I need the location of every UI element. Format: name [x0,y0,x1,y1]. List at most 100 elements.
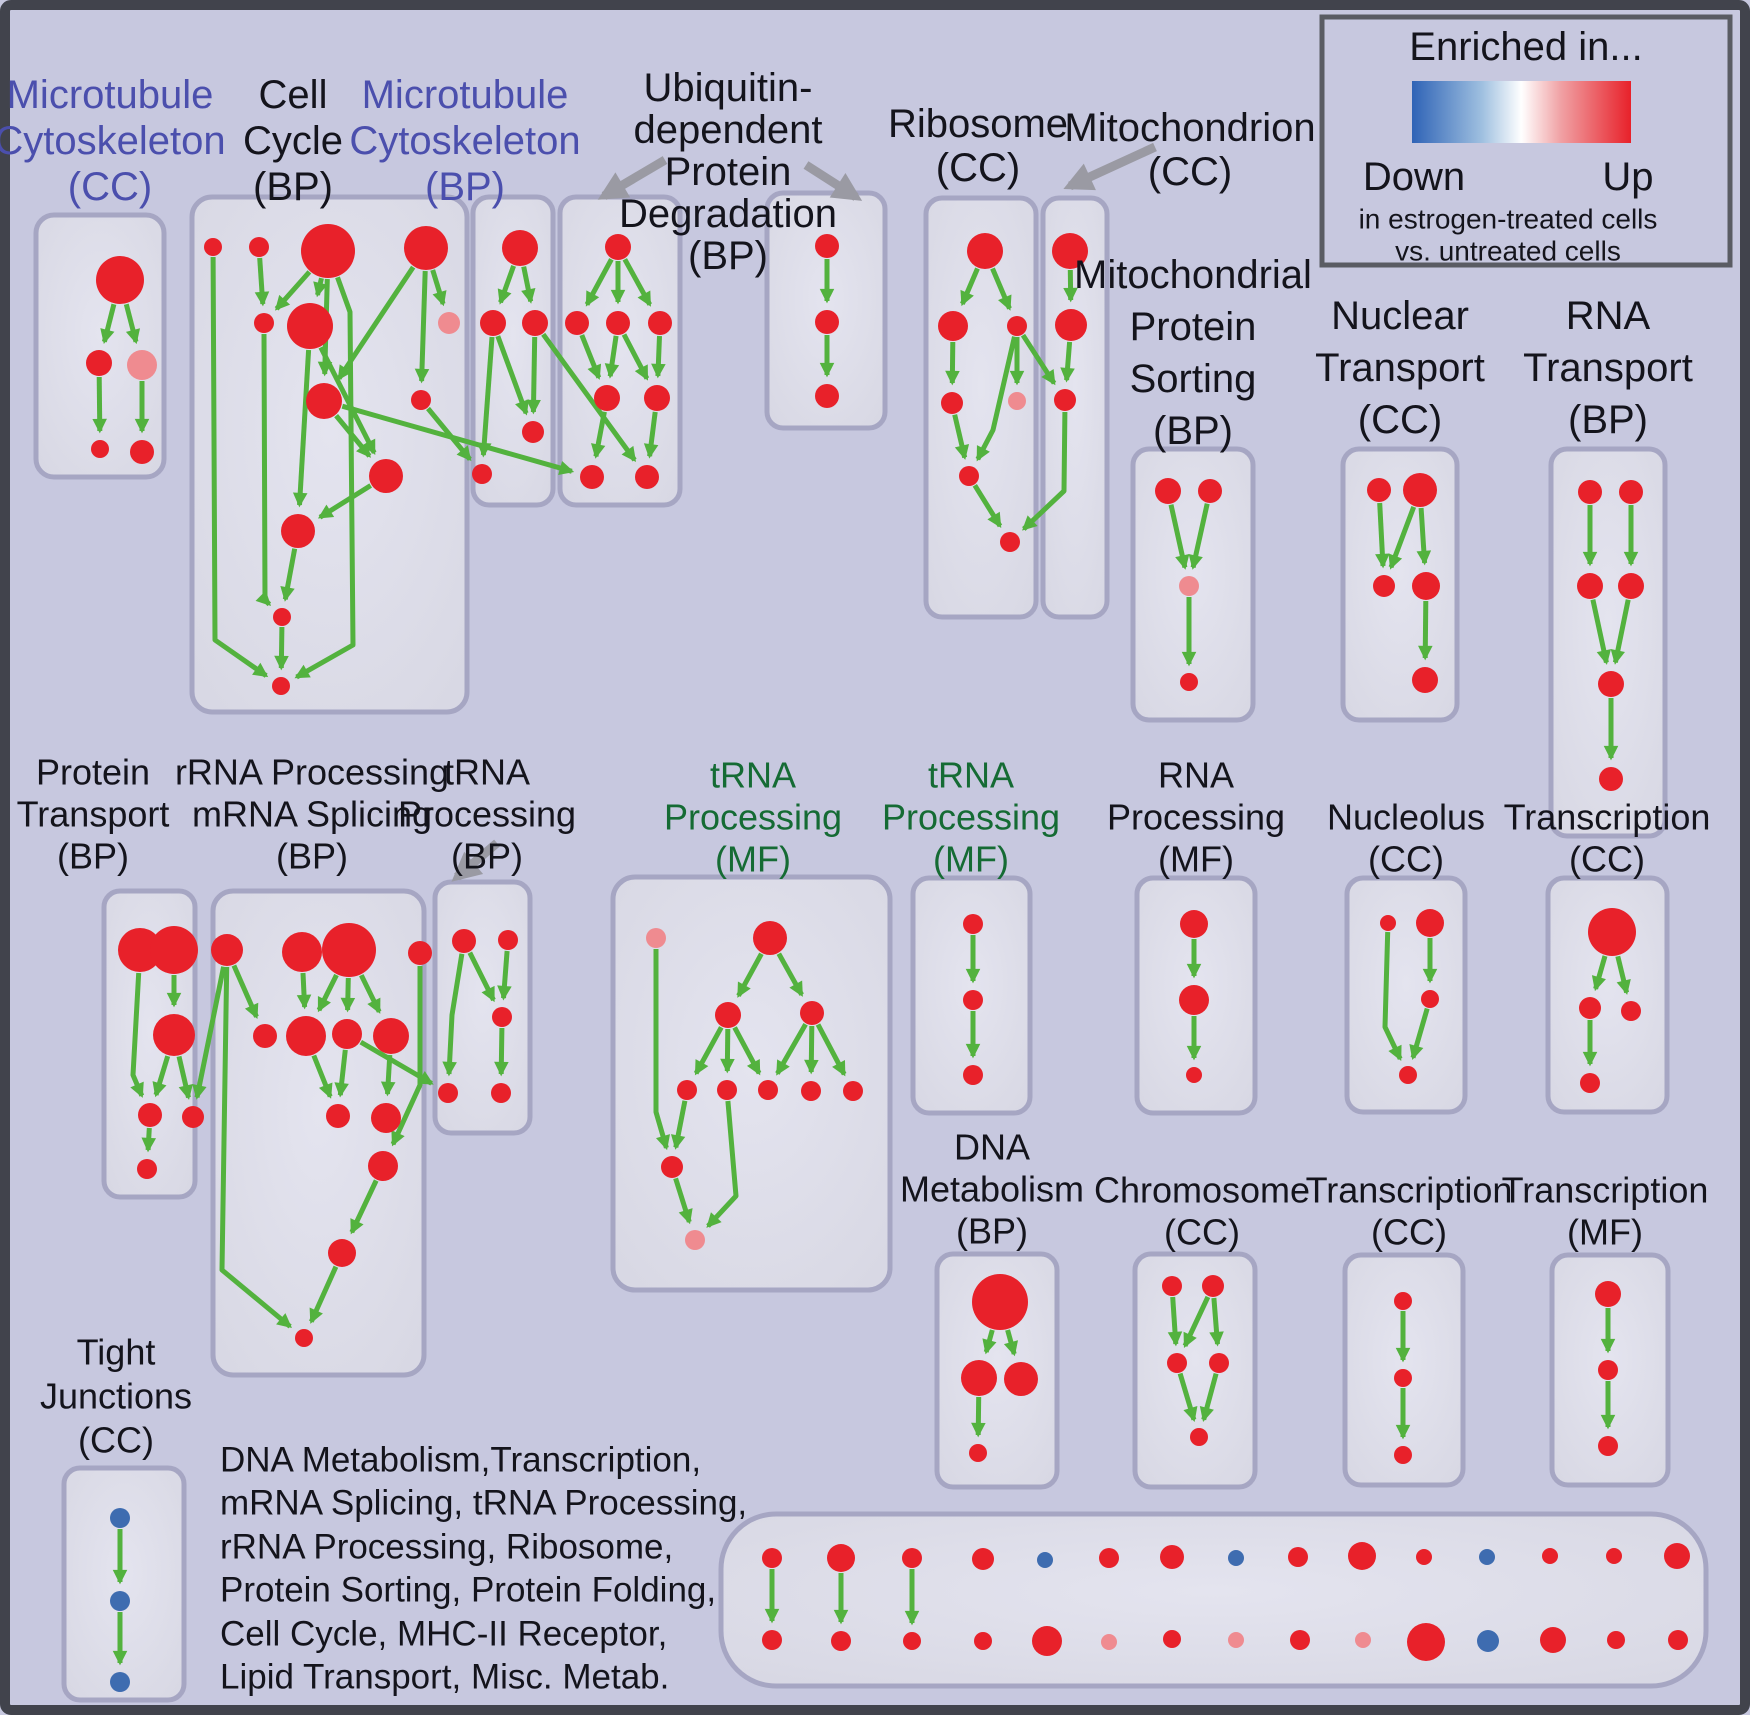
go-term-node [404,226,448,270]
category-label-line: (CC) [1569,839,1645,880]
go-term-node [295,1329,313,1347]
go-term-node [961,1360,997,1396]
go-term-node [1598,1436,1618,1456]
category-label-line: Transcription [1502,1170,1709,1211]
go-term-node [1162,1276,1182,1296]
go-term-node [1186,1067,1202,1083]
category-label-line: (CC) [1368,839,1444,880]
category-label-line: Ubiquitin- [644,66,813,110]
category-label-line: (BP) [451,836,523,877]
go-term-node [1477,1630,1499,1652]
go-term-node [438,312,460,334]
category-label-line: RNA [1158,755,1234,796]
misc-text-line: Protein Sorting, Protein Folding, [220,1571,716,1610]
category-label-line: tRNA [444,752,530,793]
category-label-line: Mitochondrion [1064,106,1315,150]
go-term-node [1348,1542,1376,1570]
misc-text-line: DNA Metabolism,Transcription, [220,1441,701,1480]
edge-arrow [99,377,100,431]
go-term-node [1007,316,1027,336]
edge-arrow [1425,601,1426,658]
go-term-node [1055,309,1087,341]
category-label-line: (MF) [715,839,791,880]
go-term-node [1668,1630,1688,1650]
go-term-node [969,1444,987,1462]
go-term-node [522,421,544,443]
category-label-line: (CC) [1148,150,1232,194]
category-label-line: Transport [1523,346,1693,390]
category-label-line: (MF) [1158,839,1234,880]
category-label-line: (MF) [933,839,1009,880]
go-term-node [938,311,968,341]
go-term-node [1621,1001,1641,1021]
go-term-node [1479,1549,1495,1565]
category-label-line: Cytoskeleton [0,119,226,163]
go-term-node [1421,990,1439,1008]
category-label-line: Processing [882,797,1060,838]
category-label-line: Metabolism [900,1169,1084,1210]
category-label-line: (BP) [1568,398,1648,442]
go-term-node [153,1014,195,1056]
go-term-node [130,440,154,464]
go-term-node [287,303,333,349]
category-label-line: (MF) [1567,1212,1643,1253]
go-term-node [1540,1627,1566,1653]
go-term-node [1160,1545,1184,1569]
go-term-node [328,1239,356,1267]
legend-down-label: Down [1363,155,1465,199]
go-term-node [1416,1549,1432,1565]
go-term-node [1198,479,1222,503]
go-term-node [1394,1292,1412,1310]
category-label-line: Cytoskeleton [349,119,580,163]
edge-arrow [533,337,534,412]
go-term-node [967,233,1003,269]
edge-arrow [978,1397,979,1435]
go-term-node [843,1081,863,1101]
go-term-node [1578,480,1602,504]
category-label-line: Cycle [243,119,343,163]
go-term-node [677,1080,697,1100]
category-label-line: Ribosome [888,102,1068,146]
edge-arrow [148,1128,149,1150]
go-term-node [127,350,157,380]
go-term-node [249,237,269,257]
go-term-node [1032,1626,1062,1656]
go-term-node [110,1672,130,1692]
category-label-line: Microtubule [362,73,569,117]
category-label-line: Processing [398,794,576,835]
go-term-node [758,1080,778,1100]
category-label-line: Transport [1315,346,1485,390]
category-label-line: (CC) [1164,1212,1240,1253]
category-label-line: Transport [17,794,170,835]
go-term-node [472,464,492,484]
go-term-node [1180,673,1198,691]
go-term-node [1000,532,1020,552]
go-term-node [1228,1632,1244,1648]
go-term-node [204,238,222,256]
go-term-node [1599,767,1623,791]
go-term-node [1099,1548,1119,1568]
edge-arrow [952,342,953,383]
go-term-node [438,1083,458,1103]
go-term-node [606,311,630,335]
edge-arrow [1380,503,1383,566]
go-term-node [1598,671,1624,697]
go-term-node [1380,915,1396,931]
go-term-node [1580,1073,1600,1093]
category-label-line: Protein [665,150,792,194]
category-box-chromosome-cc [1135,1254,1255,1487]
go-term-node [491,1083,511,1103]
go-term-node [1399,1066,1417,1084]
category-label-line: (BP) [57,836,129,877]
category-label-line: Junctions [40,1376,192,1417]
go-term-node [182,1106,204,1128]
go-term-node [150,926,198,974]
go-term-node [502,230,538,266]
go-term-node [1598,1360,1618,1380]
edge-arrow [727,1029,728,1071]
go-term-node [644,385,670,411]
edge-arrow [501,1028,502,1074]
category-label-line: Processing [664,797,842,838]
go-term-node [281,514,315,548]
